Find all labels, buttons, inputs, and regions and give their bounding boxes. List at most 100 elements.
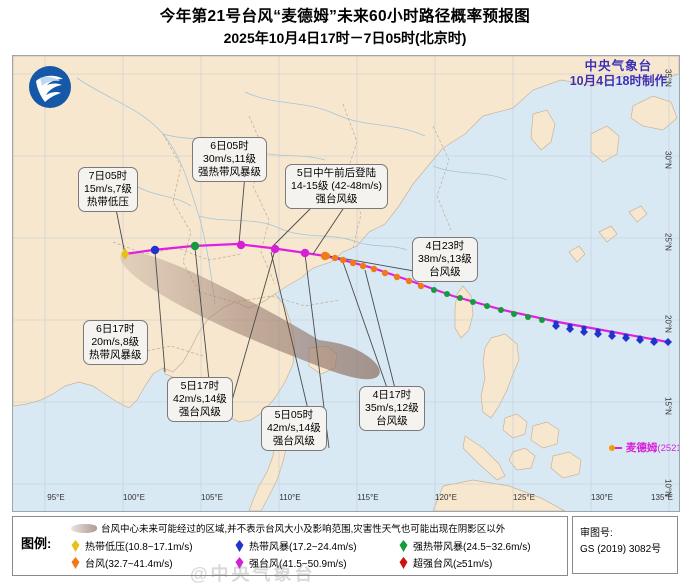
storm-name-text: 麦德姆 [625, 442, 658, 454]
lat-tick: 20°N [663, 315, 673, 333]
agency-stamp: 中央气象台 10月4日18时制作 [570, 59, 667, 89]
callout-line-wind: 15m/s,7级 [84, 183, 132, 195]
agency-name: 中央气象台 [584, 59, 653, 73]
lon-tick: 130°E [591, 493, 613, 502]
callout-4d17[interactable]: 4日17时 35m/s,12级 台风级 [359, 386, 425, 431]
legend-item-label: 台风(32.7~41.4m/s) [85, 559, 173, 570]
callout-line-wind: 38m/s,13级 [418, 253, 472, 265]
cone-swatch-icon [71, 523, 97, 533]
legend-item-label: 强热带风暴(24.5~32.6m/s) [413, 542, 531, 553]
callout-4d23[interactable]: 4日23时 38m/s,13级 台风级 [412, 237, 478, 282]
lon-tick: 95°E [47, 493, 65, 502]
callout-line-time: 5日17时 [180, 380, 220, 392]
severe-tropical-storm-icon [399, 539, 408, 552]
forecast-point-7d05 [121, 248, 129, 260]
callout-line-cat: 强台风级 [178, 406, 221, 418]
callout-line-time: 4日23时 [425, 240, 465, 252]
map-inner [13, 56, 679, 511]
storm-name-marker-icon [609, 445, 622, 452]
storm-id-text: (2521) [657, 443, 679, 454]
lon-tick: 135°E [651, 493, 673, 502]
cma-logo-icon [27, 64, 73, 110]
callout-line-time: 7日05时 [88, 170, 128, 182]
callout-line-wind: 14-15级 (42-48m/s) [291, 180, 383, 192]
callout-line-cat: 强台风级 [272, 435, 315, 447]
lon-tick: 115°E [357, 493, 379, 502]
map-graphics [13, 56, 679, 511]
callout-line-wind: 30m/s,11级 [203, 153, 256, 165]
callout-line-time: 5日05时 [274, 409, 314, 421]
approval-label: 审图号: [580, 528, 613, 539]
map-canvas[interactable]: 中央气象台 10月4日18时制作 麦德姆(2521) [12, 55, 680, 512]
lat-tick: 10°N [663, 479, 673, 497]
forecast-point-4d17 [320, 251, 330, 261]
approval-number-panel: 审图号: GS (2019) 3082号 [572, 516, 678, 574]
legend-item-ts: 热带风暴(17.2~24.4m/s) [235, 538, 399, 553]
callout-line-cat: 强热带风暴级 [198, 166, 261, 178]
legend-item-td: 热带低压(10.8~17.1m/s) [71, 538, 235, 553]
callout-line-wind: 42m/s,14级 [173, 393, 227, 405]
legend-items: 热带低压(10.8~17.1m/s) 热带风暴(17.2~24.4m/s) 强热… [71, 537, 563, 571]
title-line-2: 2025年10月4日17时－7日05时(北京时) [223, 30, 467, 46]
lat-tick: 25°N [663, 233, 673, 251]
callout-5d05[interactable]: 5日05时 42m/s,14级 强台风级 [261, 406, 327, 451]
callout-line-cat: 台风级 [376, 415, 408, 427]
forecast-point-5d17 [236, 240, 246, 250]
callout-6d05[interactable]: 6日05时 30m/s,11级 强热带风暴级 [192, 137, 267, 182]
lon-tick: 100°E [123, 493, 145, 502]
forecast-point-5d05 [270, 244, 280, 254]
legend-item-label: 热带风暴(17.2~24.4m/s) [249, 542, 357, 553]
callout-line-time: 6日05时 [210, 140, 249, 152]
callout-line-time: 5日中午前后登陆 [296, 167, 377, 179]
tropical-depression-icon [71, 539, 80, 552]
forecast-track-points [121, 240, 330, 261]
typhoon-icon [71, 556, 80, 569]
callout-6d17[interactable]: 6日17时 20m/s,8级 热带风暴级 [83, 320, 148, 365]
forecast-point-4d23 [300, 248, 310, 258]
callout-line-cat: 热带风暴级 [89, 349, 142, 361]
legend-cone-note-row: 台风中心未来可能经过的区域,并不表示台风大小及影响范围,灾害性天气也可能出现在阴… [71, 521, 505, 535]
title-line-1: 今年第21号台风“麦德姆”未来60小时路径概率预报图 [159, 8, 531, 25]
lon-tick: 110°E [279, 493, 301, 502]
legend-item-label: 热带低压(10.8~17.1m/s) [85, 542, 193, 553]
lat-tick: 15°N [663, 397, 673, 415]
graticule [13, 56, 679, 511]
legend-panel: 图例: 台风中心未来可能经过的区域,并不表示台风大小及影响范围,灾害性天气也可能… [12, 516, 568, 576]
legend-title: 图例: [21, 536, 52, 551]
lat-tick: 35°N [663, 69, 673, 87]
legend-item-label: 超强台风(≥51m/s) [413, 559, 493, 570]
callout-landfall[interactable]: 5日中午前后登陆 14-15级 (42-48m/s) 强台风级 [285, 164, 389, 209]
callout-line-cat: 热带低压 [86, 196, 129, 208]
forecast-point-6d17 [150, 245, 160, 255]
callout-line-cat: 强台风级 [315, 193, 358, 205]
page-title: 今年第21号台风“麦德姆”未来60小时路径概率预报图 2025年10月4日17时… [0, 6, 690, 48]
legend-item-label: 强台风(41.5~50.9m/s) [249, 559, 347, 570]
storm-name-label: 麦德姆(2521) [609, 440, 679, 455]
legend-cone-note: 台风中心未来可能经过的区域,并不表示台风大小及影响范围,灾害性天气也可能出现在阴… [101, 524, 506, 535]
callout-7d05[interactable]: 7日05时 15m/s,7级 热带低压 [78, 167, 138, 212]
latitude-axis: 35°N 30°N 25°N 20°N 15°N 10°N [664, 55, 690, 510]
forecast-probability-cone [120, 251, 380, 380]
legend-item-sts: 强热带风暴(24.5~32.6m/s) [399, 538, 563, 553]
legend-item-superty: 超强台风(≥51m/s) [399, 555, 563, 570]
severe-typhoon-icon [235, 556, 244, 569]
lon-tick: 120°E [435, 493, 457, 502]
callout-line-wind: 20m/s,8级 [91, 336, 140, 348]
forecast-point-6d05 [190, 241, 200, 251]
callout-line-time: 6日17时 [95, 323, 135, 335]
super-typhoon-icon [399, 556, 408, 569]
callout-line-time: 4日17时 [372, 389, 412, 401]
callout-5d17[interactable]: 5日17时 42m/s,14级 强台风级 [167, 377, 233, 422]
lon-tick: 125°E [513, 493, 535, 502]
callout-line-cat: 台风级 [429, 266, 461, 278]
tropical-storm-icon [235, 539, 244, 552]
callout-line-wind: 42m/s,14级 [267, 422, 321, 434]
agency-made-time: 10月4日18时制作 [569, 74, 667, 88]
lat-tick: 30°N [663, 151, 673, 169]
longitude-axis: 95°E 100°E 105°E 110°E 115°E 120°E 125°E… [12, 493, 678, 509]
callout-line-wind: 35m/s,12级 [365, 402, 419, 414]
legend-item-sty: 强台风(41.5~50.9m/s) [235, 555, 399, 570]
lon-tick: 105°E [201, 493, 223, 502]
legend-item-ty: 台风(32.7~41.4m/s) [71, 555, 235, 570]
